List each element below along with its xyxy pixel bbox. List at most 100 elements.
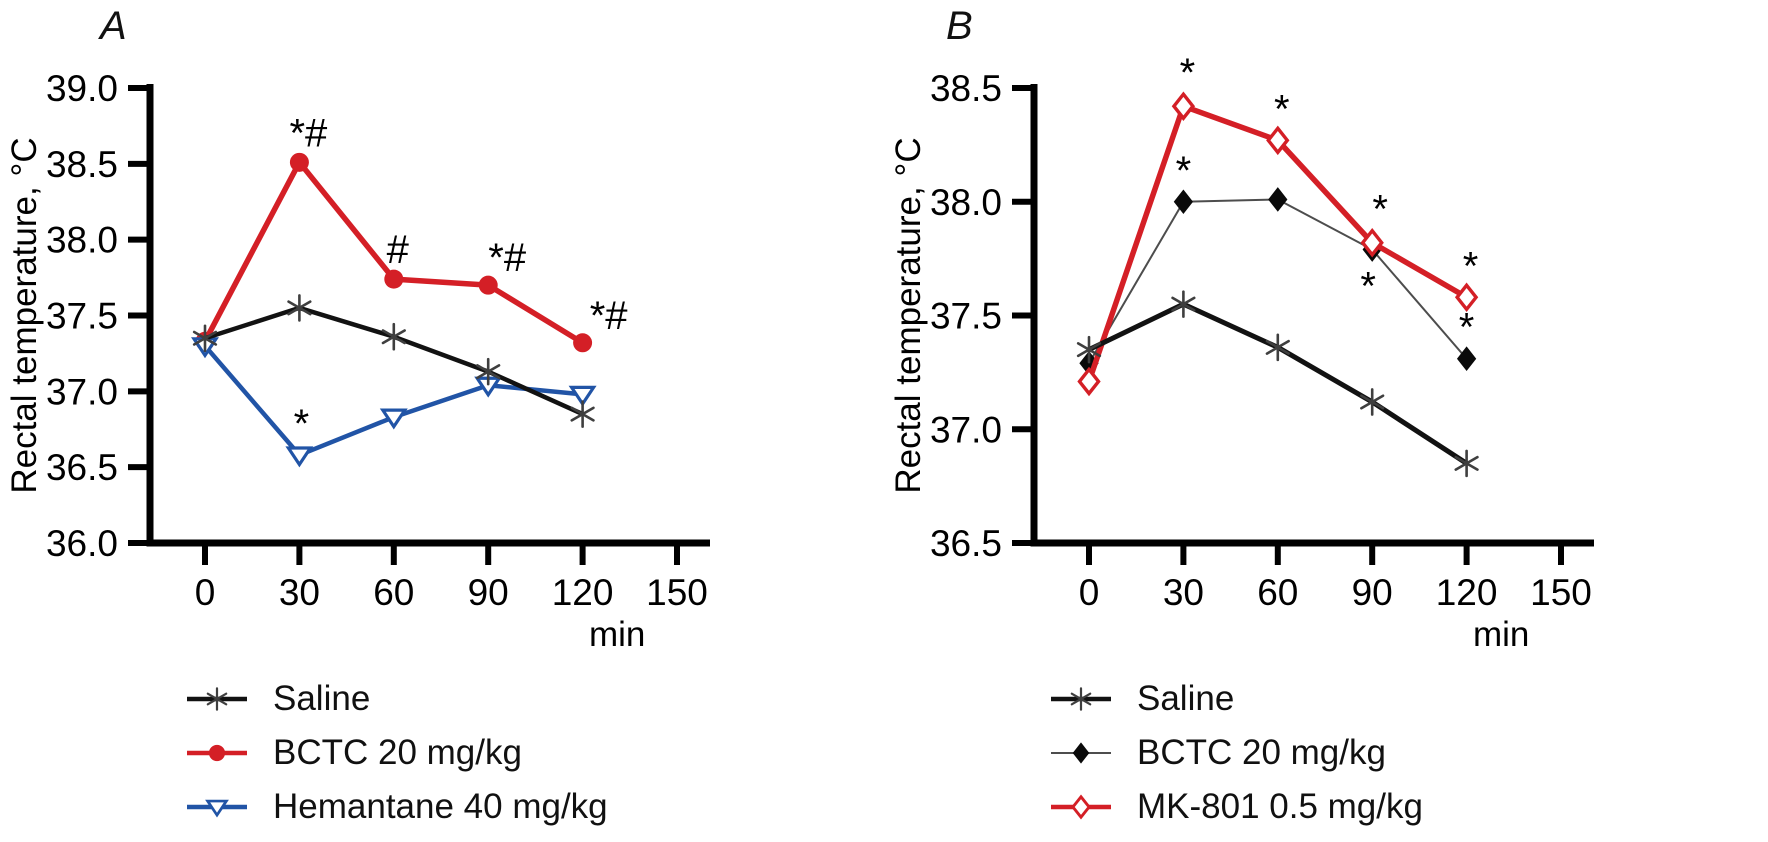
panel-a-letter: A [100,4,127,48]
significance-annotation: *# [488,236,527,280]
series-line-hemantane-40-mg-kg [202,343,585,458]
y-axis-label: Rectal temperature, °C [889,137,928,493]
marker-asterisk [1454,455,1479,471]
marker-diamond [1268,187,1288,212]
legend-item-saline: Saline [1049,672,1423,726]
panel-b-letter: B [946,4,973,48]
significance-annotation: * [1463,244,1479,288]
x-tick-label: 120 [1436,572,1498,613]
marker-triangle-down [379,408,408,430]
y-tick-label: 36.5 [46,447,118,488]
marker-open-diamond [1454,282,1479,313]
significance-annotation: * [1274,87,1290,131]
y-axis-label: Rectal temperature, °C [5,137,44,493]
marker-circle [289,152,309,172]
marker-circle [384,269,404,289]
panel-a: A 36.0 36.5 37.0 37.5 38.0 38.5 39.0 0 30 60 90 120… [5,4,710,834]
marker-triangle-down [285,446,314,468]
marker-diamond [1072,742,1090,764]
y-tick-label: 36.5 [930,523,1002,564]
significance-annotation: * [1459,306,1475,350]
panel-b: B 36.5 37.0 37.5 38.0 38.5 0 30 60 90 120 150 min Re… [884,0,1768,842]
marker-circle [573,333,593,353]
legend-item-mk801: MK-801 0.5 mg/kg [1049,780,1423,834]
significance-annotation: # [387,228,410,272]
marker-open-diamond [1077,366,1101,397]
y-tick-label: 38.5 [46,144,118,185]
marker-triangle-down [568,385,597,407]
x-tick-label: 60 [373,572,414,613]
x-tick-label: 30 [279,572,320,613]
mk801-marker-swatch [1051,794,1111,820]
x-tick-label: 0 [195,572,216,613]
marker-asterisk [476,364,501,380]
legend-item-bctc: BCTC 20 mg/kg [185,726,608,780]
marker-circle [208,744,226,762]
significance-annotation: * [1176,149,1192,193]
marker-diamond [1456,346,1477,372]
bctc-marker-swatch [1051,742,1111,764]
legend-label-saline: Saline [1137,679,1235,718]
y-tick-label: 37.5 [46,296,118,337]
marker-open-diamond [1360,227,1384,258]
marker-asterisk [570,406,595,422]
significance-annotation: * [1360,265,1376,309]
marker-asterisk [192,330,218,346]
x-tick-label: 90 [1352,572,1393,613]
y-tick-label: 38.0 [930,182,1002,223]
x-axis-unit-label: min [1473,615,1529,654]
significance-annotation: * [1372,188,1388,232]
hemantane-marker-swatch [187,799,247,818]
marker-open-diamond [1071,794,1091,820]
saline-marker-swatch [187,687,247,711]
y-tick-label: 38.0 [46,220,118,261]
x-tick-label: 150 [646,572,708,613]
y-tick-label: 36.0 [46,523,118,564]
panel-a-chart: 36.0 36.5 37.0 37.5 38.0 38.5 39.0 0 30 60 90 120 15… [5,68,710,654]
legend-label-bctc: BCTC 20 mg/kg [273,733,522,772]
legend-label-bctc: BCTC 20 mg/kg [1137,733,1386,772]
marker-open-diamond [1266,125,1290,156]
y-tick-label: 39.0 [46,68,118,109]
significance-annotation: * [1180,51,1196,95]
marker-asterisk [381,329,406,345]
x-tick-label: 60 [1257,572,1298,613]
legend-item-bctc: BCTC 20 mg/kg [1049,726,1423,780]
series-line-saline [1086,301,1470,466]
x-tick-label: 90 [468,572,509,613]
marker-asterisk [1265,339,1290,355]
marker-circle [478,275,498,295]
marker-diamond [1173,189,1194,215]
marker-asterisk [1070,692,1092,706]
marker-asterisk [1076,342,1102,358]
legend-label-mk801: MK-801 0.5 mg/kg [1137,787,1423,826]
y-tick-label: 38.5 [930,68,1002,109]
marker-triangle-down [205,799,229,818]
marker-asterisk [1171,296,1196,312]
panel-a-legend: Saline BCTC 20 mg/kg Hemantane 40 mg/kg [185,672,608,834]
x-tick-label: 0 [1079,572,1100,613]
panel-b-legend: Saline BCTC 20 mg/kg MK-801 0.5 mg/kg [1049,672,1423,834]
y-tick-label: 37.5 [930,296,1002,337]
significance-annotation: *# [590,294,629,338]
marker-asterisk [287,300,312,316]
legend-item-saline: Saline [185,672,608,726]
significance-annotation: *# [289,111,328,155]
marker-open-diamond [1171,91,1196,121]
legend-item-hemantane: Hemantane 40 mg/kg [185,780,608,834]
x-tick-label: 30 [1163,572,1204,613]
legend-label-hemantane: Hemantane 40 mg/kg [273,787,608,826]
legend-label-saline: Saline [273,679,371,718]
saline-marker-swatch [1051,687,1111,711]
y-tick-label: 37.0 [930,409,1002,450]
y-tick-label: 37.0 [46,371,118,412]
marker-asterisk [206,692,228,706]
bctc-marker-swatch [187,744,247,762]
marker-asterisk [1360,394,1385,410]
significance-annotation: * [294,402,310,446]
x-axis-unit-label: min [589,615,645,654]
x-tick-label: 150 [1530,572,1592,613]
x-tick-label: 120 [552,572,614,613]
